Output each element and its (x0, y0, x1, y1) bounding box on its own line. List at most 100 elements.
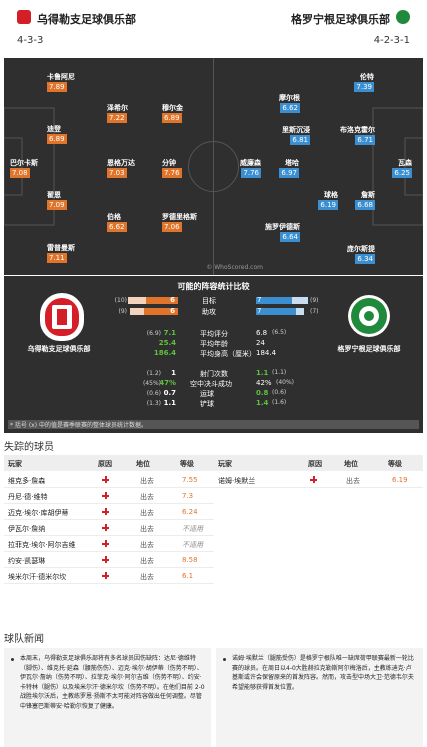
home-crest-large-icon (40, 293, 84, 341)
bullet-icon (11, 658, 14, 661)
missing-player-row[interactable]: 维克多·詹森 出去 7.55 (4, 472, 214, 488)
away-player[interactable]: 塔哈 6.97 (229, 158, 299, 178)
missing-status: 出去 (346, 477, 360, 485)
stat-row-shots: (1.2) 1 射门次数 1.1 (1.1) (146, 369, 287, 378)
away-player[interactable]: 伦特 7.39 (304, 72, 374, 92)
injury-cross-icon (102, 476, 109, 483)
player-name: 里斯沉浸 (282, 126, 310, 134)
missing-player-name[interactable]: 伊瓦尔·詹纳 (8, 525, 46, 533)
player-name: 伯格 (107, 213, 121, 221)
player-name: 球格 (324, 191, 338, 199)
away-player[interactable]: 詹斯 6.68 (305, 190, 375, 210)
player-rating: 6.68 (355, 200, 375, 210)
missing-player-row[interactable]: 诺姆·埃默兰 出去 6.19 (214, 472, 423, 488)
missing-player-name[interactable]: 拉菲克·埃尔·阿尔吉维 (8, 541, 76, 549)
team-news-title: 球队新闻 (4, 634, 44, 645)
missing-rating: 6.1 (182, 572, 194, 580)
missing-status: 出去 (140, 477, 154, 485)
away-player[interactable]: 庞尔斯提 6.34 (305, 244, 375, 264)
player-rating: 7.11 (47, 253, 67, 263)
player-name: 施罗伊德斯 (265, 223, 300, 231)
away-formation: 4-2-3-1 (373, 35, 410, 46)
player-name: 威廉森 (240, 159, 261, 167)
injury-cross-icon (102, 492, 109, 499)
missing-player-row[interactable]: 约安·凯瑟琳 出去 8.58 (4, 552, 214, 568)
missing-status: 出去 (140, 573, 154, 581)
player-rating: 6.62 (107, 222, 127, 232)
player-name: 巴尔卡斯 (10, 159, 38, 167)
stat-row-assists: (9) 6 助攻 7 (7) (118, 307, 319, 316)
player-rating: 6.81 (290, 135, 310, 145)
player-name: 罗德里格斯 (162, 213, 197, 221)
lineup-comparison: 可能的阵容统计比较 乌得勒支足球俱乐部 格罗宁根足球俱乐部 (10) 6 目标 … (4, 276, 423, 433)
player-name: 庞尔斯提 (347, 245, 375, 253)
missing-rating: 6.19 (392, 476, 408, 484)
player-rating: 6.89 (47, 134, 67, 144)
home-team-name[interactable]: 乌得勒支足球俱乐部 (37, 13, 136, 26)
missing-rating: 不适用 (182, 541, 203, 549)
home-player[interactable]: 穆尔金 6.89 (162, 103, 232, 123)
home-crest-icon (17, 10, 31, 24)
home-player[interactable]: 卡鲁阿尼 7.89 (47, 72, 117, 92)
injury-cross-icon (310, 476, 317, 483)
stat-row-avg-height: 186.4 平均身高（厘米） 184.4 (153, 349, 277, 358)
away-player[interactable]: 球格 6.19 (268, 190, 338, 210)
away-player[interactable]: 布洛克霍尔 6.71 (305, 125, 375, 145)
home-player[interactable]: 迪登 6.89 (47, 124, 117, 144)
comparison-title: 可能的阵容统计比较 (177, 282, 250, 291)
injury-cross-icon (102, 556, 109, 563)
away-player[interactable]: 施罗伊德斯 6.64 (230, 222, 300, 242)
player-name: 詹斯 (361, 191, 375, 199)
home-player[interactable]: 巴尔卡斯 7.08 (10, 158, 80, 178)
home-player[interactable]: 雷普曼斯 7.11 (47, 243, 117, 263)
missing-rating: 8.58 (182, 556, 198, 564)
player-rating: 7.76 (241, 168, 261, 178)
missing-status: 出去 (140, 525, 154, 533)
away-player[interactable]: 摩尔根 6.62 (230, 93, 300, 113)
home-player[interactable]: 翟恩 7.09 (47, 190, 117, 210)
missing-player-name[interactable]: 迈克·埃尔·库胡伊蒂 (8, 509, 69, 517)
away-news: 诺姆·埃默兰（腿筋受伤）是格罗宁根队唯一缺席荷甲联赛最新一轮比赛的球员。在周日以… (216, 648, 423, 747)
comparison-footnote: * 括号 (x) 中的值是赛季联赛的整体球员统计数据。 (8, 420, 419, 429)
away-team-label: 格罗宁根足球俱乐部 (337, 345, 401, 353)
player-rating: 6.19 (318, 200, 338, 210)
player-rating: 7.39 (354, 82, 374, 92)
missing-player-name[interactable]: 丹尼·德·维特 (8, 493, 48, 501)
away-missing-header: 玩家 原因 地位 等级 (214, 455, 423, 471)
home-player[interactable]: 罗德里格斯 7.06 (162, 212, 232, 232)
missing-player-row[interactable]: 伊瓦尔·詹纳 出去 不适用 (4, 520, 214, 536)
missing-player-name[interactable]: 约安·凯瑟琳 (8, 557, 46, 565)
away-player[interactable]: 瓦森 6.25 (342, 158, 412, 178)
away-player[interactable]: 里斯沉浸 6.81 (240, 125, 310, 145)
injury-cross-icon (102, 540, 109, 547)
player-rating: 7.06 (162, 222, 182, 232)
player-rating: 6.89 (162, 113, 182, 123)
home-player[interactable]: 伯格 6.62 (107, 212, 177, 232)
away-team-name[interactable]: 格罗宁根足球俱乐部 (291, 13, 390, 26)
player-rating: 7.76 (162, 168, 182, 178)
player-rating: 7.08 (10, 168, 30, 178)
missing-player-row[interactable]: 拉菲克·埃尔·阿尔吉维 出去 不适用 (4, 536, 214, 552)
away-crest-large-icon (348, 295, 390, 337)
away-player[interactable]: 威廉森 7.76 (191, 158, 261, 178)
missing-player-row[interactable]: 埃米尔汗·德米尔坎 出去 6.1 (4, 568, 214, 584)
whoscored-watermark: © WhoScored.com (206, 264, 263, 271)
player-name: 穆尔金 (162, 104, 183, 112)
player-name: 塔哈 (285, 159, 299, 167)
missing-status: 出去 (140, 493, 154, 501)
missing-status: 出去 (140, 557, 154, 565)
missing-rating: 7.55 (182, 476, 198, 484)
home-player[interactable]: 分钟 7.76 (162, 158, 232, 178)
player-rating: 6.25 (392, 168, 412, 178)
missing-player-row[interactable]: 丹尼·德·维特 出去 7.3 (4, 488, 214, 504)
home-player[interactable]: 泽希尔 7.22 (107, 103, 177, 123)
missing-player-name[interactable]: 维克多·詹森 (8, 477, 46, 485)
missing-player-row[interactable]: 迈克·埃尔·库胡伊蒂 出去 6.24 (4, 504, 214, 520)
missing-rating: 不适用 (182, 525, 203, 533)
home-player[interactable]: 恩格万达 7.03 (107, 158, 177, 178)
away-crest-icon (396, 10, 410, 24)
missing-rating: 7.3 (182, 492, 194, 500)
player-name: 布洛克霍尔 (340, 126, 375, 134)
missing-player-name[interactable]: 诺姆·埃默兰 (218, 477, 256, 485)
missing-player-name[interactable]: 埃米尔汗·德米尔坎 (8, 573, 67, 581)
